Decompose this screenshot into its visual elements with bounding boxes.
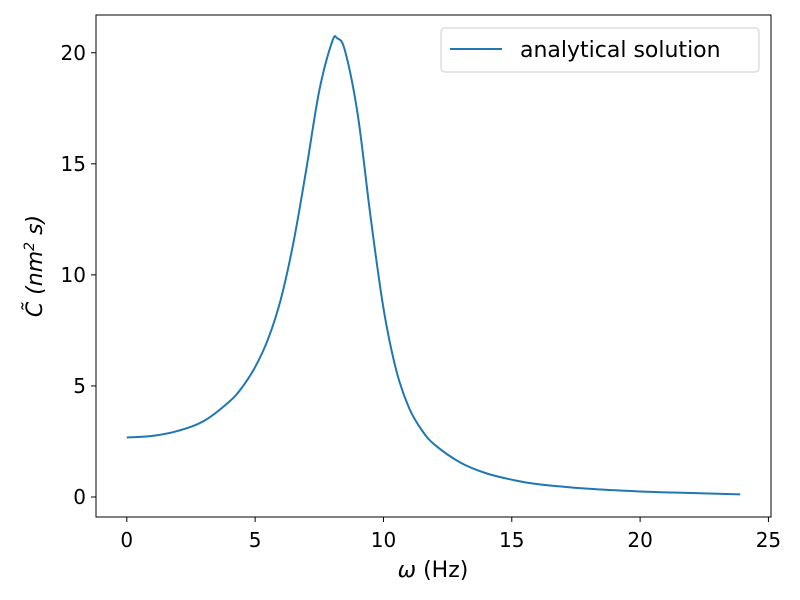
y-axis-label: C̃ (nm2 s)	[22, 215, 48, 317]
x-axis-label-unit: (Hz)	[423, 558, 468, 583]
x-tick-label: 15	[499, 528, 524, 552]
y-axis-label-exponent: 2	[22, 242, 38, 251]
x-tick-label: 5	[249, 528, 262, 552]
legend: analytical solution	[440, 27, 760, 73]
x-tick-label: 10	[371, 528, 396, 552]
series-line	[126, 35, 741, 496]
plot-frame	[95, 14, 772, 518]
y-tick-label: 15	[61, 152, 86, 176]
y-axis-label-main: C̃ (nm	[22, 251, 48, 317]
x-tick-label: 0	[120, 528, 133, 552]
series-layer	[126, 35, 741, 496]
x-axis-ticks: 0 5 10 15 20 25	[120, 517, 781, 552]
y-tick-label: 5	[73, 374, 86, 398]
y-tick-label: 10	[61, 263, 86, 287]
x-axis-label: ω (Hz)	[398, 558, 469, 583]
x-tick-label: 20	[627, 528, 652, 552]
plot-background	[96, 15, 771, 517]
y-tick-label: 0	[73, 485, 86, 509]
y-axis-label-tail: s)	[23, 215, 48, 242]
x-axis-label-symbol: ω	[398, 558, 416, 583]
y-tick-label: 20	[61, 41, 86, 65]
x-tick-label: 25	[756, 528, 781, 552]
legend-box	[440, 27, 760, 73]
legend-label: analytical solution	[520, 38, 721, 63]
y-axis-ticks: 0 5 10 15 20	[61, 41, 96, 509]
